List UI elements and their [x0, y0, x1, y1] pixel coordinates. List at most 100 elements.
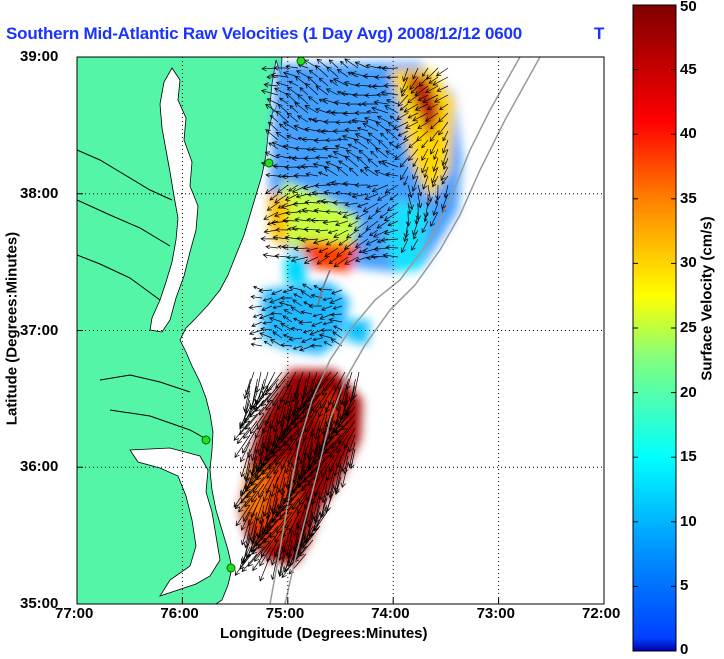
velocity-arrow — [332, 331, 343, 339]
velocity-arrow — [278, 301, 293, 307]
velocity-arrow — [292, 476, 307, 495]
velocity-arrow — [335, 190, 349, 196]
velocity-arrow — [421, 148, 429, 162]
velocity-arrow — [322, 219, 339, 226]
velocity-arrow — [290, 306, 303, 315]
velocity-arrow — [357, 202, 369, 208]
river-inlet — [99, 374, 191, 393]
velocity-arrow — [303, 155, 319, 162]
colorbar-tick-label: 10 — [680, 512, 697, 530]
velocity-arrow — [270, 339, 283, 347]
velocity-arrow — [347, 247, 359, 256]
velocity-arrow — [299, 511, 307, 533]
map-title-suffix: T — [594, 24, 605, 43]
velocity-arrow — [442, 130, 449, 142]
velocity-arrow — [258, 288, 273, 294]
velocity-arrow — [343, 238, 359, 250]
velocity-arrow — [413, 229, 419, 240]
velocity-arrow — [286, 86, 299, 96]
velocity-arrow — [243, 378, 251, 400]
velocity-arrow — [304, 126, 319, 132]
velocity-arrow — [250, 469, 265, 487]
velocity-arrow — [248, 329, 263, 336]
velocity-arrow — [381, 65, 399, 72]
velocity-arrow — [353, 138, 369, 150]
velocity-arrow — [321, 378, 335, 396]
velocity-arrow — [412, 157, 419, 168]
velocity-arrow — [252, 553, 265, 572]
velocity-arrow — [377, 193, 389, 201]
velocity-arrow — [344, 155, 359, 168]
velocity-arrow — [280, 448, 293, 470]
velocity-arrow — [240, 511, 251, 531]
velocity-arrow — [241, 553, 258, 573]
velocity-arrow — [292, 345, 303, 350]
velocity-arrow — [436, 85, 449, 92]
velocity-arrow — [299, 406, 314, 424]
velocity-arrow — [407, 112, 419, 119]
velocity-arrow — [403, 103, 419, 113]
velocity-arrow — [251, 321, 263, 328]
velocity-arrow — [280, 322, 293, 331]
velocity-arrow — [288, 434, 300, 451]
x-tick-label: 72:00 — [582, 605, 621, 622]
river-inlet — [77, 199, 171, 247]
velocity-arrow — [402, 130, 419, 141]
velocity-arrow — [381, 159, 399, 168]
velocity-arrow — [408, 139, 419, 149]
velocity-arrow — [355, 82, 369, 88]
velocity-arrow — [318, 98, 329, 105]
velocity-arrow — [283, 553, 293, 573]
velocity-arrow — [259, 332, 273, 339]
velocity-arrow — [233, 420, 251, 441]
velocity-arrow — [430, 211, 439, 227]
velocity-arrow — [304, 83, 319, 96]
velocity-arrow — [293, 413, 307, 429]
velocity-arrow — [257, 532, 272, 549]
velocity-arrow — [265, 469, 279, 494]
velocity-arrow — [275, 132, 289, 141]
velocity-arrow — [273, 65, 289, 71]
velocity-arrow — [384, 184, 399, 194]
velocity-arrow — [338, 160, 349, 168]
velocity-arrow — [245, 476, 258, 492]
x-tick-label: 77:00 — [55, 605, 94, 622]
velocity-arrow — [235, 504, 251, 527]
velocity-arrow — [274, 193, 289, 204]
velocity-arrow — [333, 78, 349, 87]
velocity-arrow — [328, 476, 335, 499]
velocity-arrow — [272, 441, 286, 458]
velocity-arrow — [290, 256, 309, 263]
colorbar-tick-label: 50 — [680, 0, 697, 15]
velocity-arrow — [407, 94, 419, 104]
velocity-arrow — [400, 76, 409, 94]
velocity-arrow — [265, 497, 272, 520]
velocity-arrow — [358, 149, 369, 159]
velocity-arrow — [441, 175, 449, 185]
velocity-arrow — [259, 553, 272, 582]
velocity-arrow — [268, 142, 279, 150]
velocity-arrow — [401, 85, 409, 97]
velocity-arrow — [322, 297, 333, 302]
velocity-arrow — [318, 247, 329, 253]
velocity-arrow — [354, 61, 369, 69]
velocity-arrow — [234, 490, 251, 510]
velocity-arrow — [315, 228, 329, 234]
velocity-arrow — [426, 67, 439, 80]
velocity-arrow — [417, 184, 423, 197]
velocity-arrow — [429, 130, 439, 142]
velocity-arrow — [373, 246, 389, 252]
velocity-arrow — [377, 139, 389, 150]
velocity-arrow — [263, 525, 279, 544]
velocity-arrow — [318, 77, 329, 87]
velocity-arrow — [291, 378, 300, 403]
velocity-arrow — [417, 94, 429, 101]
velocity-arrow — [426, 103, 439, 110]
velocity-arrow — [262, 252, 279, 259]
velocity-arrow — [286, 539, 293, 559]
velocity-arrow — [278, 434, 293, 452]
velocity-arrow — [376, 115, 389, 123]
velocity-arrow — [263, 211, 279, 220]
velocity-arrow — [379, 211, 389, 219]
velocity-arrow — [430, 121, 439, 130]
